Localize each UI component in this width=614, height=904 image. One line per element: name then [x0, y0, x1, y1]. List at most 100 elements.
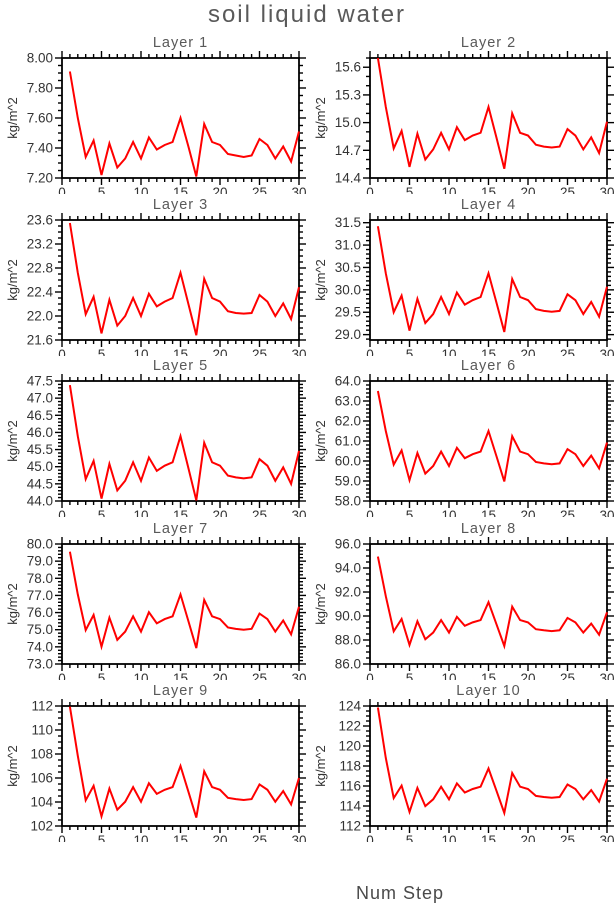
x-tick-label: 5	[406, 185, 414, 194]
series-line	[68, 222, 300, 336]
x-tick-label: 5	[98, 508, 106, 517]
subplot-title: Layer 6	[461, 358, 516, 374]
subplot-title: Layer 4	[461, 197, 516, 213]
y-tick-label: 30.5	[335, 260, 361, 275]
x-tick-label: 5	[406, 508, 414, 517]
x-tick-label: 0	[58, 347, 66, 356]
layer-2-chart: Layer 2 kg/m^2 14.4 14.7 15.0 15.3 15.6 0 5 10 15 2…	[313, 35, 614, 194]
layer-4-chart: Layer 4 kg/m^2 29.0 29.5 30.0 30.5 31.0 31.5 0 5 1…	[313, 197, 614, 356]
x-tick-label: 10	[441, 508, 456, 517]
y-tick-label: 102	[30, 819, 53, 834]
subplot-title: Layer 1	[153, 35, 208, 51]
layer-9-chart: Layer 9 kg/m^2 102 104 106 108 110 112 0 5 10 15 20 2…	[5, 683, 307, 842]
y-tick-label: 47.0	[27, 391, 53, 406]
x-tick-label: 15	[481, 671, 496, 680]
x-tick-label: 0	[366, 671, 374, 680]
x-tick-label: 30	[291, 833, 306, 842]
x-tick-label: 25	[560, 833, 575, 842]
series-line	[68, 706, 300, 821]
axis-ticks	[55, 374, 306, 508]
y-axis-unit-label: kg/m^2	[313, 583, 328, 625]
x-tick-label: 20	[520, 833, 535, 842]
y-axis-unit-label: kg/m^2	[313, 420, 328, 462]
x-tick-label: 15	[173, 671, 188, 680]
x-tick-label: 10	[133, 508, 148, 517]
y-tick-label: 92.0	[335, 585, 361, 600]
x-tick-label: 15	[173, 833, 188, 842]
y-tick-label: 104	[30, 795, 53, 810]
x-tick-label: 0	[58, 833, 66, 842]
x-tick-label: 0	[58, 671, 66, 680]
y-tick-label: 15.0	[335, 115, 361, 130]
subplot-title: Layer 2	[461, 35, 516, 51]
y-tick-label: 22.0	[27, 309, 53, 324]
y-tick-label: 77.0	[27, 588, 53, 603]
plot-frame	[369, 705, 608, 827]
x-tick-label: 15	[481, 508, 496, 517]
y-tick-label: 110	[31, 723, 53, 738]
y-tick-label: 120	[338, 739, 361, 754]
x-tick-label: 15	[481, 185, 496, 194]
axis-ticks	[363, 374, 614, 508]
y-tick-label: 112	[31, 699, 53, 714]
y-tick-label: 75.0	[27, 622, 53, 637]
y-tick-label: 94.0	[335, 561, 361, 576]
y-tick-label: 47.5	[27, 374, 53, 389]
x-tick-label: 5	[406, 671, 414, 680]
plot-frame	[369, 219, 608, 341]
y-tick-label: 59.0	[335, 474, 361, 489]
x-tick-label: 10	[441, 185, 456, 194]
y-tick-label: 74.0	[27, 639, 53, 654]
x-tick-label: 25	[560, 347, 575, 356]
axis-ticks	[55, 537, 306, 671]
x-tick-label: 20	[212, 185, 227, 194]
x-tick-label: 20	[212, 347, 227, 356]
x-tick-label: 5	[98, 671, 106, 680]
y-tick-label: 29.5	[335, 305, 361, 320]
x-tick-label: 20	[520, 671, 535, 680]
y-tick-label: 61.0	[335, 434, 361, 449]
x-tick-label: 25	[560, 185, 575, 194]
y-tick-label: 7.80	[27, 81, 53, 96]
x-tick-label: 15	[481, 833, 496, 842]
layer-3-chart: Layer 3 kg/m^2 21.6 22.0 22.4 22.8 23.2 23.6 0 5 1…	[5, 197, 307, 356]
y-tick-label: 14.4	[335, 171, 362, 186]
y-tick-label: 7.20	[27, 171, 53, 186]
x-tick-label: 30	[291, 347, 306, 356]
y-axis-unit-label: kg/m^2	[313, 745, 328, 787]
plot-frame	[61, 543, 300, 665]
x-tick-label: 30	[599, 508, 614, 517]
y-tick-label: 106	[30, 771, 53, 786]
subplot-title: Layer 10	[456, 683, 520, 699]
figure-title: soil liquid water	[207, 1, 407, 28]
series-line	[68, 71, 300, 177]
series-line	[68, 551, 300, 651]
series-line	[376, 707, 608, 817]
y-tick-label: 73.0	[27, 657, 53, 672]
y-tick-label: 22.8	[27, 261, 53, 276]
y-tick-label: 63.0	[335, 394, 361, 409]
y-tick-label: 96.0	[335, 537, 361, 552]
y-tick-label: 29.0	[335, 327, 361, 342]
x-tick-label: 20	[520, 347, 535, 356]
y-tick-label: 45.5	[27, 442, 53, 457]
y-tick-label: 23.2	[27, 237, 53, 252]
subplot-title: Layer 7	[153, 521, 208, 537]
y-tick-label: 79.0	[27, 554, 53, 569]
plot-frame	[61, 380, 300, 502]
x-tick-label: 0	[366, 185, 374, 194]
layer-6-chart: Layer 6 kg/m^2 58.0 59.0 60.0 61.0 62.0 63.0 64.…	[313, 358, 614, 517]
x-tick-label: 5	[406, 347, 414, 356]
layer-10-chart: Layer 10 kg/m^2 112 114 116 118 120 122 124 0 5 10 1…	[313, 683, 614, 842]
axis-ticks	[55, 213, 306, 347]
x-tick-label: 30	[599, 671, 614, 680]
y-tick-label: 15.6	[335, 60, 361, 75]
y-axis-unit-label: kg/m^2	[5, 745, 20, 787]
y-tick-label: 80.0	[27, 537, 53, 552]
y-tick-label: 118	[339, 759, 361, 774]
y-tick-label: 44.5	[27, 476, 53, 491]
y-tick-label: 122	[338, 719, 361, 734]
y-axis-unit-label: kg/m^2	[5, 583, 20, 625]
subplot-title: Layer 3	[153, 197, 208, 213]
